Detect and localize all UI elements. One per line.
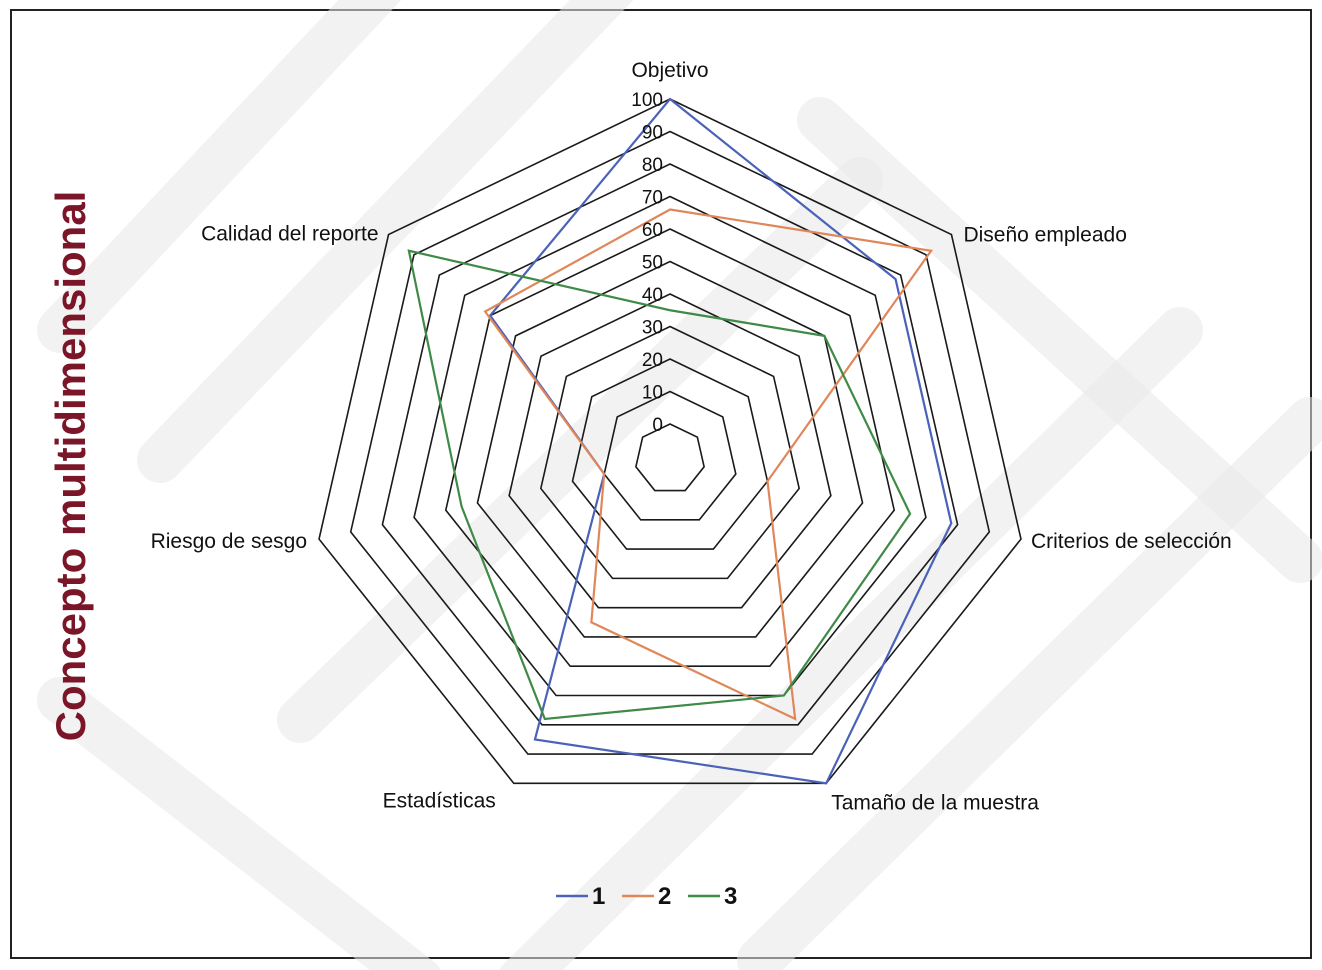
- grid-ring: [476, 260, 864, 638]
- grid-ring: [444, 228, 896, 668]
- watermark-band: [797, 97, 1322, 583]
- series-line-3: [407, 249, 912, 721]
- tick-label: 0: [652, 415, 663, 436]
- series-line-1: [488, 97, 953, 785]
- grid-ring: [571, 358, 769, 550]
- tick-label: 20: [642, 350, 663, 371]
- watermark-band: [37, 0, 402, 353]
- radar-series: [407, 97, 953, 785]
- tick-label: 10: [642, 383, 663, 404]
- tick-label: 50: [642, 253, 663, 274]
- axis-label: Estadísticas: [383, 789, 496, 812]
- watermark-band: [137, 0, 634, 483]
- grid-ring: [635, 423, 705, 492]
- axis-label: Criterios de selección: [1031, 530, 1232, 553]
- radar-axis-labels: Objetivo Diseño empleado Criterios de sele…: [151, 59, 1232, 814]
- grid-ring: [318, 98, 1022, 785]
- radar-grid: [318, 98, 1022, 785]
- side-title: Concepto multidimensional: [47, 191, 94, 742]
- tick-label: 30: [642, 318, 663, 339]
- tick-label: 100: [631, 90, 663, 111]
- tick-label: 90: [642, 123, 663, 144]
- grid-ring: [413, 195, 927, 697]
- tick-label: 60: [642, 220, 663, 241]
- watermark-band: [499, 307, 1203, 970]
- grid-ring: [349, 130, 991, 755]
- grid-ring: [381, 163, 959, 726]
- grid-ring: [539, 325, 801, 580]
- tick-label: 40: [642, 285, 663, 306]
- legend-label: 2: [658, 883, 671, 910]
- axis-label: Calidad del reporte: [201, 223, 378, 246]
- legend-label: 1: [592, 883, 605, 910]
- watermark-band: [37, 677, 441, 970]
- radar-tick-labels: 0 10 20 30 40 50 60 70 80 90 100: [631, 90, 663, 436]
- axis-label: Tamaño de la muestra: [831, 791, 1039, 814]
- axis-label: Riesgo de sesgo: [151, 530, 307, 553]
- axis-label: Objetivo: [631, 59, 708, 82]
- chart-legend: 1 2 3: [556, 883, 737, 910]
- tick-label: 70: [642, 188, 663, 209]
- tick-label: 80: [642, 155, 663, 176]
- series-line-2: [483, 208, 934, 721]
- axis-label: Diseño empleado: [963, 224, 1126, 247]
- grid-ring: [603, 390, 737, 521]
- legend-label: 3: [724, 883, 737, 910]
